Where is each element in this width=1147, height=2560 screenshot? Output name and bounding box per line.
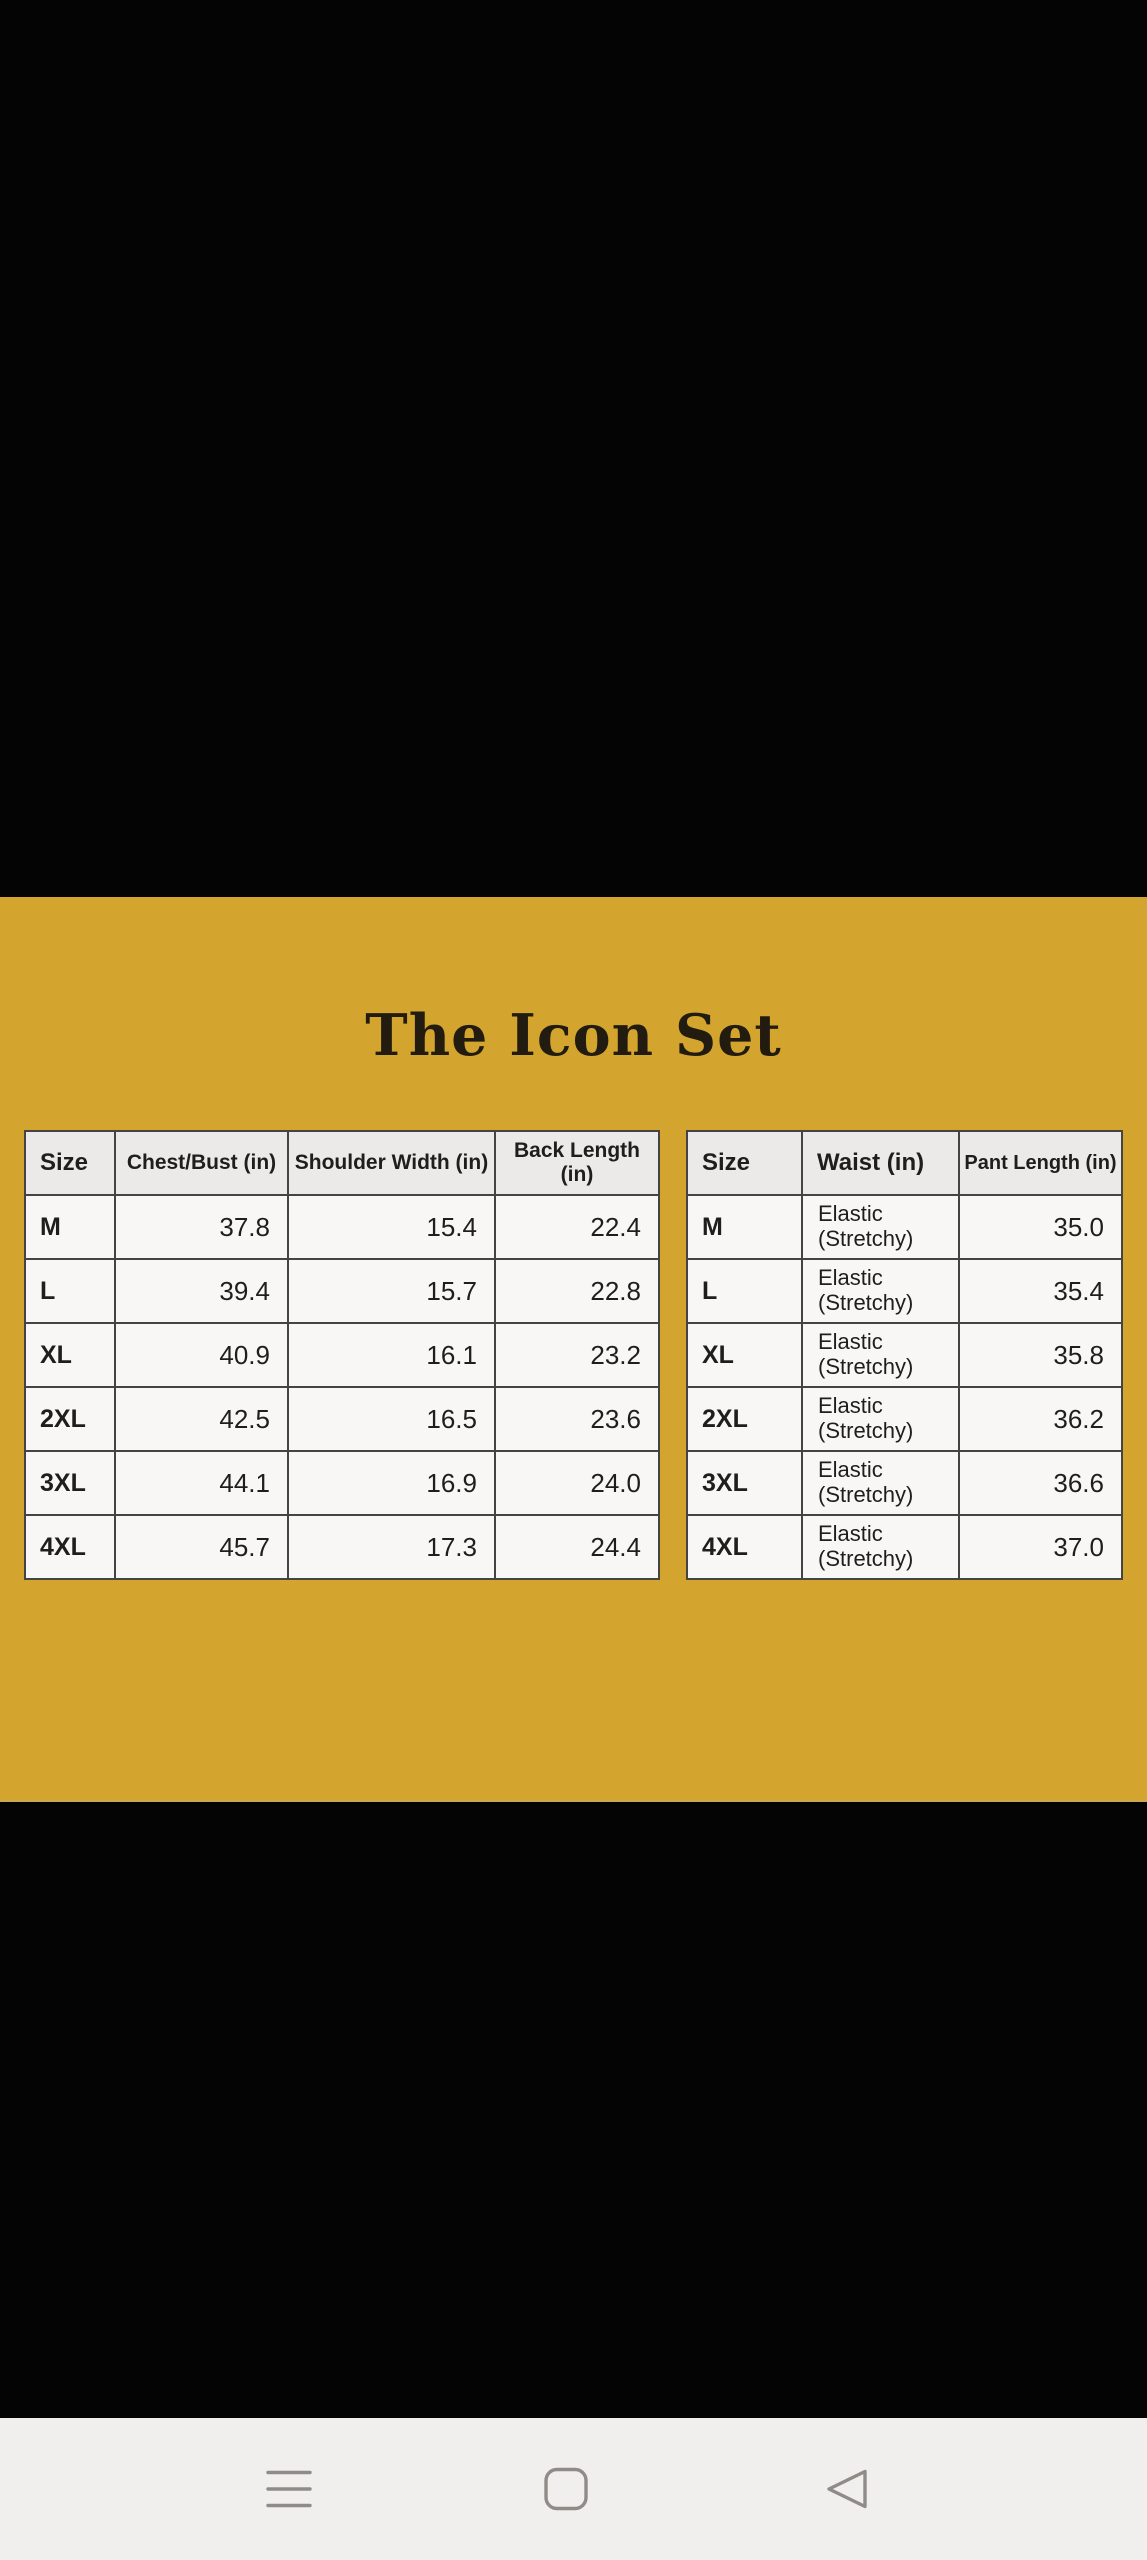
col-header-shoulder-width-in: Shoulder Width (in)	[287, 1130, 496, 1196]
col-header-back-length-in: Back Length (in)	[494, 1130, 660, 1196]
size-cell: 2XL	[24, 1386, 116, 1452]
size-chart-tables: Size Chest/Bust (in) Shoulder Width (in) Ba…	[24, 1130, 1123, 1580]
size-cell: M	[686, 1194, 803, 1260]
value-cell: 36.6	[958, 1450, 1123, 1516]
value-cell: 23.6	[494, 1386, 660, 1452]
table-row: L Elastic (Stretchy) 35.4	[686, 1258, 1123, 1324]
table-header-row: Size Waist (in) Pant Length (in)	[686, 1130, 1123, 1196]
value-cell: 36.2	[958, 1386, 1123, 1452]
table-row: L 39.4 15.7 22.8	[24, 1258, 660, 1324]
value-cell: 22.4	[494, 1194, 660, 1260]
value-cell: 16.1	[287, 1322, 496, 1388]
value-cell: 24.0	[494, 1450, 660, 1516]
value-cell: 44.1	[114, 1450, 289, 1516]
value-cell: Elastic (Stretchy)	[801, 1386, 960, 1452]
size-cell: L	[24, 1258, 116, 1324]
table-row: 3XL Elastic (Stretchy) 36.6	[686, 1450, 1123, 1516]
value-cell: 37.8	[114, 1194, 289, 1260]
size-cell: 4XL	[24, 1514, 116, 1580]
value-cell: 16.5	[287, 1386, 496, 1452]
value-cell: 40.9	[114, 1322, 289, 1388]
size-cell: 3XL	[24, 1450, 116, 1516]
value-cell: 15.7	[287, 1258, 496, 1324]
value-cell: 39.4	[114, 1258, 289, 1324]
col-header-chest-bust-in: Chest/Bust (in)	[114, 1130, 289, 1196]
size-cell: M	[24, 1194, 116, 1260]
pants-size-table: Size Waist (in) Pant Length (in) M Elastic …	[686, 1130, 1123, 1580]
table-row: 4XL 45.7 17.3 24.4	[24, 1514, 660, 1580]
garment-size-table: Size Chest/Bust (in) Shoulder Width (in) Ba…	[24, 1130, 660, 1580]
value-cell: Elastic (Stretchy)	[801, 1322, 960, 1388]
table-row: XL Elastic (Stretchy) 35.8	[686, 1322, 1123, 1388]
table-row: M Elastic (Stretchy) 35.0	[686, 1194, 1123, 1260]
table-row: 2XL 42.5 16.5 23.6	[24, 1386, 660, 1452]
col-header-pant-length-in: Pant Length (in)	[958, 1130, 1123, 1196]
value-cell: 16.9	[287, 1450, 496, 1516]
table-row: 3XL 44.1 16.9 24.0	[24, 1450, 660, 1516]
col-header-size: Size	[24, 1130, 116, 1196]
size-cell: XL	[24, 1322, 116, 1388]
top-letterbox	[0, 0, 1147, 897]
value-cell: 42.5	[114, 1386, 289, 1452]
value-cell: 35.4	[958, 1258, 1123, 1324]
value-cell: 45.7	[114, 1514, 289, 1580]
home-button[interactable]	[530, 2453, 602, 2525]
size-cell: 4XL	[686, 1514, 803, 1580]
size-cell: L	[686, 1258, 803, 1324]
value-cell: 22.8	[494, 1258, 660, 1324]
menu-button[interactable]	[253, 2453, 325, 2525]
value-cell: 24.4	[494, 1514, 660, 1580]
bottom-letterbox	[0, 1802, 1147, 2418]
value-cell: 23.2	[494, 1322, 660, 1388]
table-row: XL 40.9 16.1 23.2	[24, 1322, 660, 1388]
value-cell: Elastic (Stretchy)	[801, 1514, 960, 1580]
size-cell: 3XL	[686, 1450, 803, 1516]
back-triangle-icon	[827, 2469, 867, 2509]
value-cell: 35.0	[958, 1194, 1123, 1260]
value-cell: Elastic (Stretchy)	[801, 1194, 960, 1260]
table-header-row: Size Chest/Bust (in) Shoulder Width (in) Ba…	[24, 1130, 660, 1196]
android-navigation-bar	[0, 2418, 1147, 2560]
table-row: 2XL Elastic (Stretchy) 36.2	[686, 1386, 1123, 1452]
value-cell: 15.4	[287, 1194, 496, 1260]
value-cell: 37.0	[958, 1514, 1123, 1580]
hamburger-menu-icon	[266, 2470, 312, 2508]
size-chart-image: The Icon Set Size Chest/Bust (in) Shoulder…	[0, 897, 1147, 1802]
back-button[interactable]	[810, 2453, 882, 2525]
value-cell: 17.3	[287, 1514, 496, 1580]
col-header-size: Size	[686, 1130, 803, 1196]
page-title: The Icon Set	[365, 1002, 782, 1069]
table-row: M 37.8 15.4 22.4	[24, 1194, 660, 1260]
size-cell: 2XL	[686, 1386, 803, 1452]
size-cell: XL	[686, 1322, 803, 1388]
value-cell: 35.8	[958, 1322, 1123, 1388]
home-square-icon	[544, 2467, 588, 2511]
table-row: 4XL Elastic (Stretchy) 37.0	[686, 1514, 1123, 1580]
value-cell: Elastic (Stretchy)	[801, 1450, 960, 1516]
value-cell: Elastic (Stretchy)	[801, 1258, 960, 1324]
col-header-waist-in: Waist (in)	[801, 1130, 960, 1196]
